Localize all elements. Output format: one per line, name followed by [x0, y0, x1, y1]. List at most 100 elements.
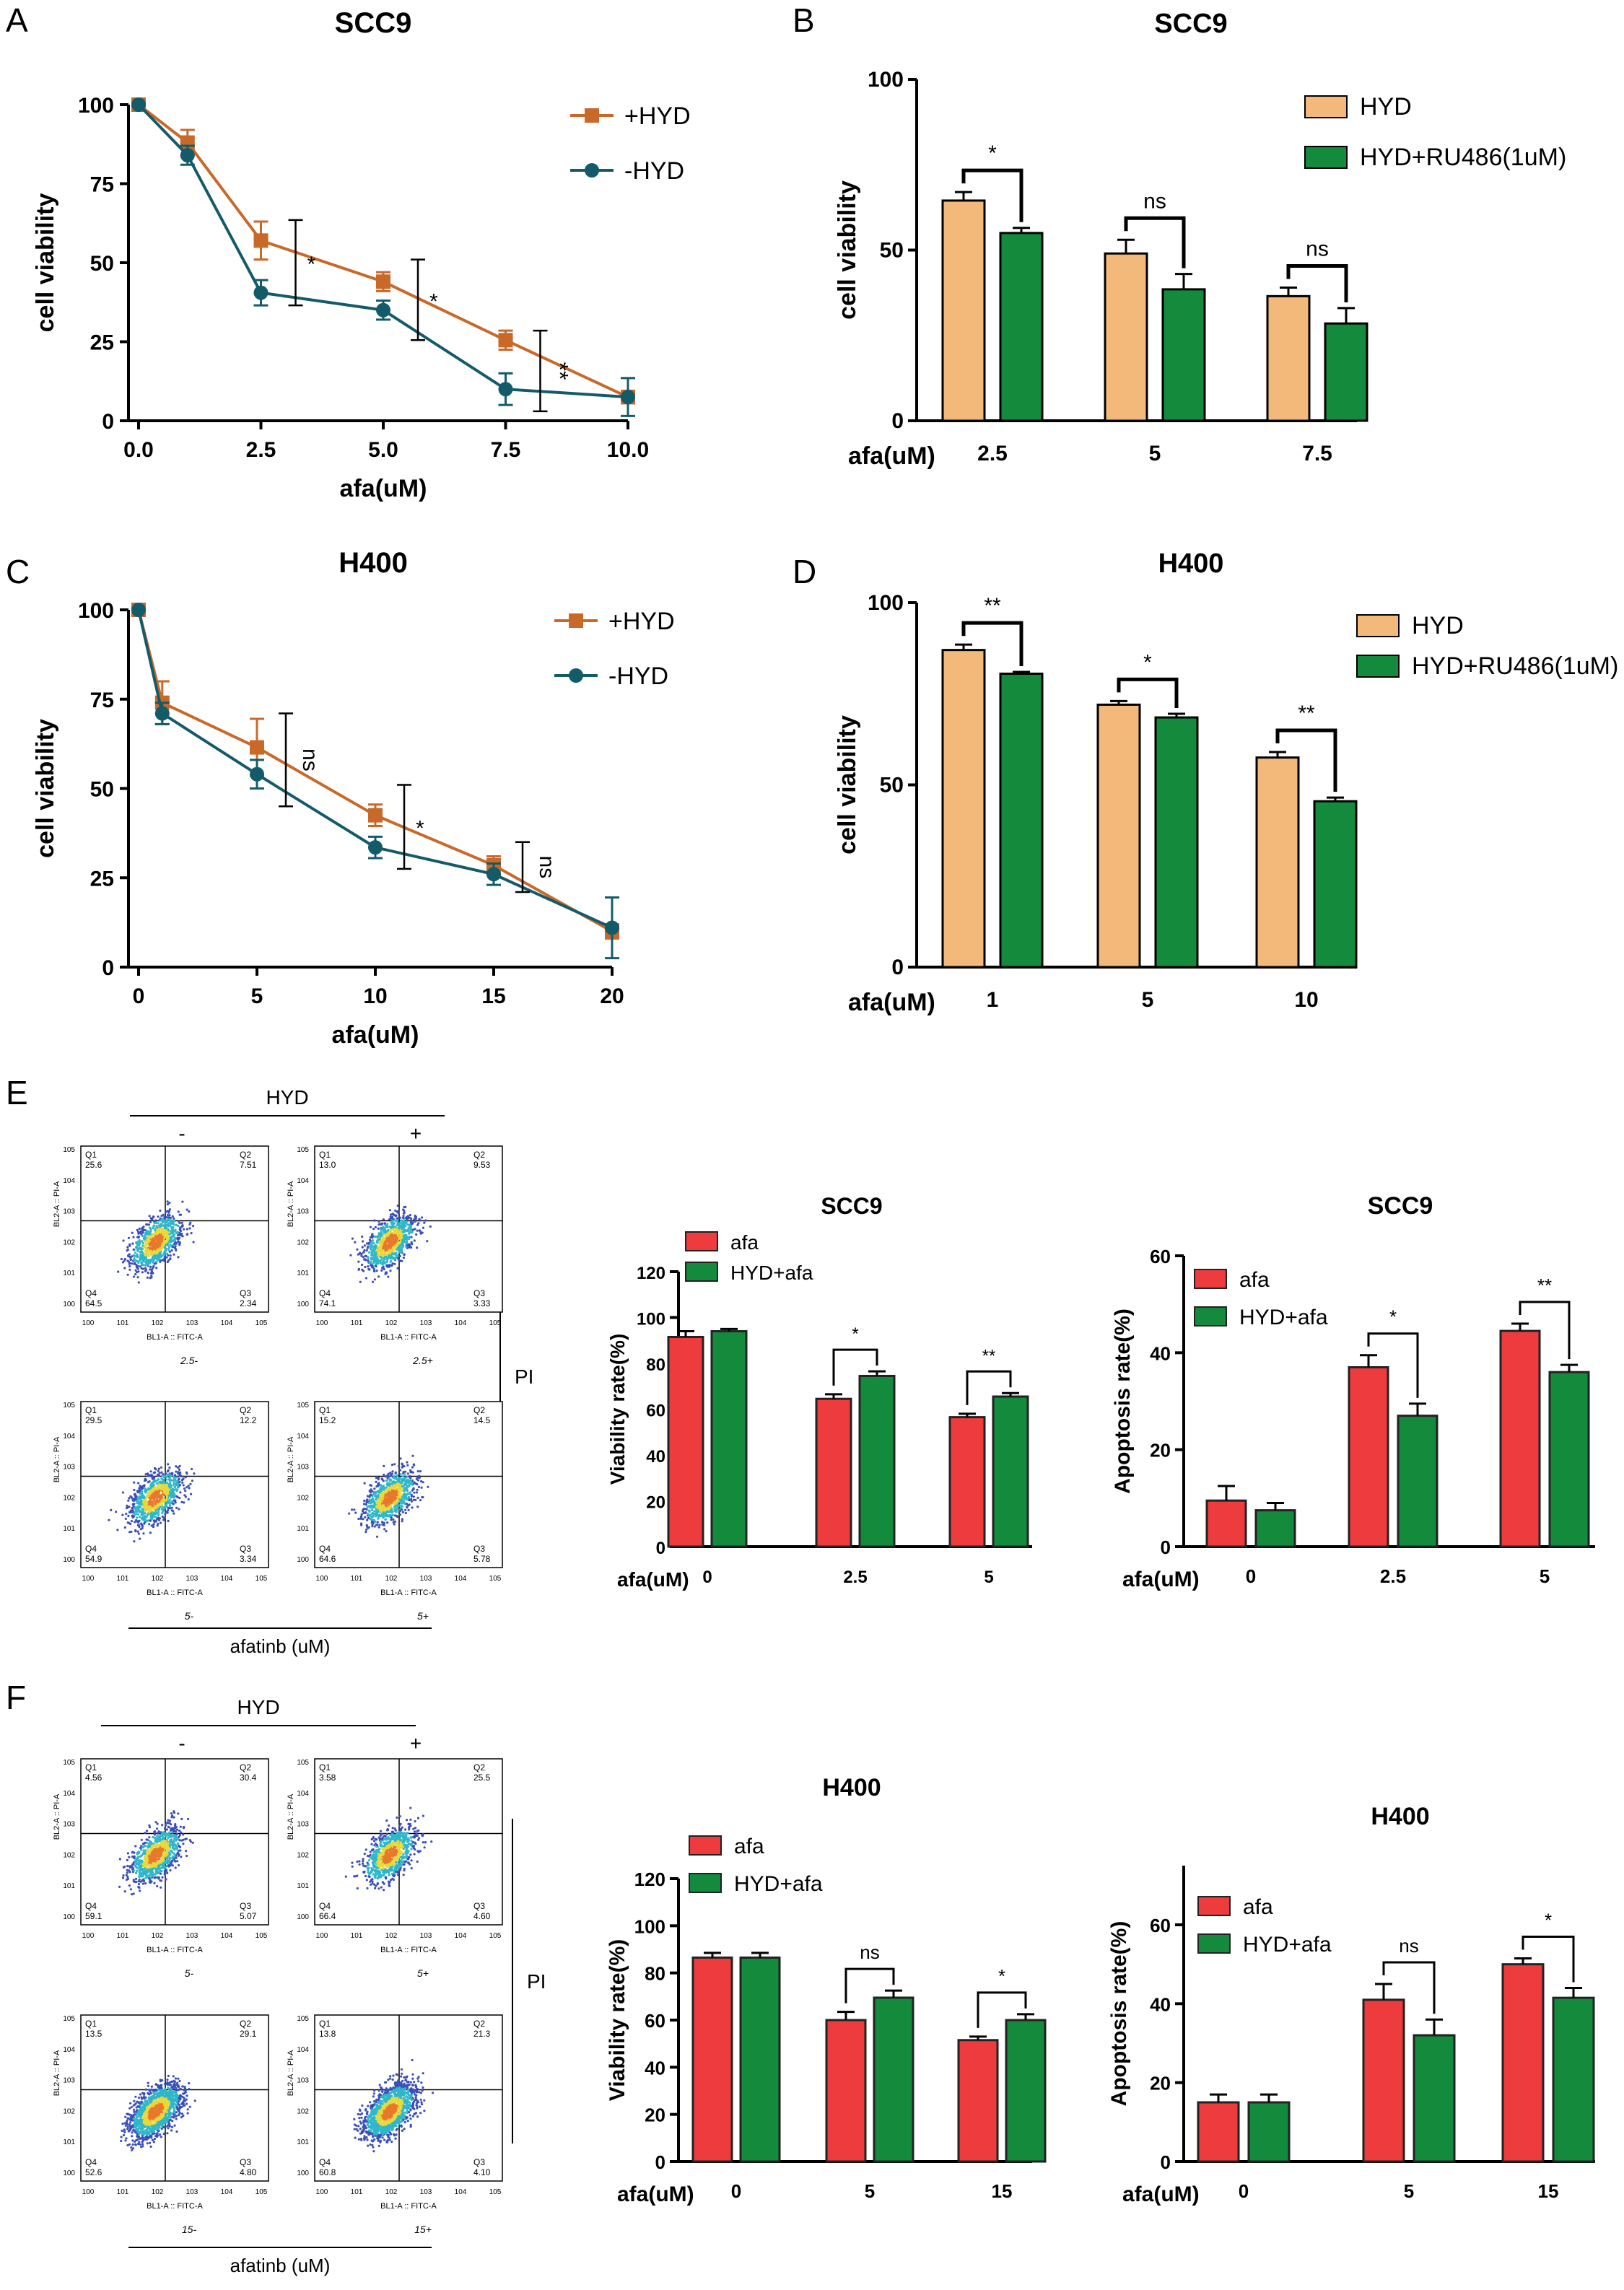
- x-axis-label: afa(uM): [617, 1568, 689, 1591]
- event-dot: [147, 1263, 149, 1266]
- bar: [1362, 1998, 1405, 2163]
- event-dot: [140, 1517, 143, 1520]
- event-dot: [173, 1486, 176, 1489]
- event-dot: [380, 1231, 383, 1233]
- event-dot: [143, 1480, 147, 1482]
- event-dot: [147, 1513, 149, 1516]
- event-dot: [131, 1242, 134, 1245]
- event-dot: [416, 1470, 419, 1473]
- event-dot: [177, 1812, 180, 1815]
- y-tick-label: 120: [637, 1264, 665, 1283]
- event-dot: [384, 1495, 387, 1498]
- event-dot: [144, 1519, 147, 1522]
- event-dot: [400, 1500, 403, 1503]
- legend-swatch: [1356, 655, 1400, 678]
- bar: [992, 1395, 1029, 1548]
- event-dot: [368, 1490, 371, 1493]
- event-dot: [153, 1241, 157, 1244]
- event-dot: [154, 1254, 157, 1257]
- tick-label: 100: [63, 1301, 75, 1308]
- event-dot: [183, 1494, 186, 1497]
- event-dot: [403, 1473, 406, 1476]
- event-dot: [141, 1251, 144, 1254]
- event-dot: [162, 1493, 165, 1496]
- event-dot: [139, 1501, 141, 1505]
- event-dot: [406, 1217, 409, 1220]
- event-dot: [178, 1242, 181, 1245]
- event-dot: [136, 1243, 139, 1246]
- event-dot: [399, 1240, 402, 1243]
- bar: [1313, 800, 1358, 969]
- event-dot: [141, 1226, 144, 1229]
- event-dot: [409, 1477, 412, 1480]
- event-dot: [136, 1530, 139, 1533]
- event-dot: [408, 1231, 411, 1234]
- event-dot: [382, 1511, 385, 1514]
- event-dot: [414, 1228, 416, 1231]
- event-dot: [123, 1259, 126, 1262]
- event-dot: [135, 1507, 138, 1510]
- event-dot: [180, 1839, 183, 1842]
- x-axis-label: afa(uM): [617, 2182, 694, 2206]
- event-dot: [136, 1853, 139, 1856]
- event-dot: [141, 1262, 144, 1264]
- x-axis-label: afa(uM): [1122, 1568, 1200, 1591]
- event-dot: [147, 1249, 149, 1252]
- event-dot: [149, 1253, 152, 1256]
- event-dot: [373, 1219, 376, 1222]
- event-dot: [165, 1511, 167, 1513]
- event-dot: [398, 1487, 401, 1490]
- legend-swatch: [685, 1262, 718, 1282]
- event-dot: [158, 1481, 161, 1484]
- event-dot: [156, 1503, 159, 1505]
- data-point-circle: [376, 302, 390, 318]
- event-dot: [365, 1249, 368, 1252]
- event-dot: [157, 1467, 160, 1470]
- event-dot: [148, 1511, 151, 1513]
- event-dot: [360, 1254, 363, 1257]
- event-dot: [370, 1264, 372, 1267]
- event-dot: [151, 1502, 154, 1505]
- event-dot: [393, 1246, 396, 1249]
- event-dot: [368, 1238, 371, 1241]
- x-axis-label: BL1-A :: FITC-A: [147, 1588, 203, 1597]
- bar: [1413, 2034, 1456, 2163]
- event-dot: [349, 1254, 352, 1257]
- event-dot: [169, 1258, 172, 1261]
- event-dot: [377, 1258, 380, 1261]
- event-dot: [169, 1856, 172, 1859]
- event-dot: [365, 1501, 368, 1504]
- event-dot: [175, 1484, 178, 1487]
- event-dot: [153, 1830, 156, 1833]
- event-dot: [190, 1493, 193, 1495]
- event-dot: [136, 1516, 139, 1519]
- event-dot: [416, 1229, 419, 1232]
- event-dot: [162, 1473, 165, 1476]
- bar: [941, 649, 986, 969]
- event-dot: [147, 1272, 149, 1275]
- event-dot: [384, 1240, 387, 1243]
- x-tick-label: 20: [600, 984, 624, 1008]
- event-dot: [167, 1224, 170, 1227]
- event-dot: [182, 1484, 185, 1487]
- sig-bracket: [966, 1370, 1012, 1405]
- event-dot: [156, 1244, 159, 1247]
- event-dot: [367, 1242, 370, 1245]
- y-axis-label: cell viability: [32, 193, 59, 333]
- event-dot: [154, 1232, 157, 1235]
- q4-label: Q4: [319, 1288, 331, 1298]
- event-dot: [162, 1842, 165, 1845]
- event-dot: [393, 1258, 396, 1261]
- event-dot: [173, 1220, 175, 1223]
- event-dot: [398, 1510, 401, 1513]
- x-tick-label: 7.5: [1302, 442, 1332, 466]
- event-dot: [174, 1866, 177, 1869]
- event-dot: [407, 1508, 410, 1511]
- event-dot: [143, 1258, 146, 1261]
- event-dot: [384, 1475, 387, 1478]
- event-dot: [170, 1860, 173, 1863]
- event-dot: [127, 1514, 130, 1518]
- event-dot: [179, 1226, 182, 1229]
- event-dot: [142, 1497, 145, 1500]
- event-dot: [140, 1491, 143, 1494]
